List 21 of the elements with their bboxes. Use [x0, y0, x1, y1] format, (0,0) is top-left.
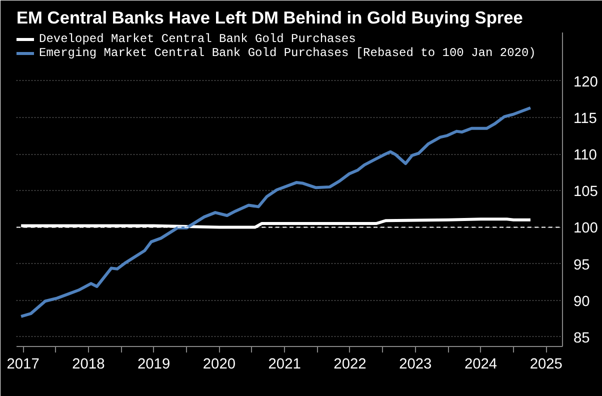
- x-tick-label: 2018: [72, 356, 105, 372]
- x-tick-label: 2025: [530, 356, 562, 372]
- y-tick-label: 95: [574, 257, 590, 274]
- legend-label: Emerging Market Central Bank Gold Purchases [Rebased to 100 Jan 2020): [39, 46, 536, 60]
- y-tick-label: 115: [574, 110, 597, 127]
- x-tick-label: 2024: [464, 356, 498, 372]
- x-tick-label: 2023: [399, 356, 432, 372]
- y-tick-label: 100: [574, 220, 598, 237]
- y-tick-label: 105: [574, 184, 598, 200]
- y-tick-label: 110: [574, 148, 597, 164]
- x-tick-label: 2021: [268, 356, 301, 372]
- legend-label: Developed Market Central Bank Gold Purchases: [39, 32, 356, 46]
- x-tick-label: 2020: [202, 356, 236, 372]
- x-tick-label: 2019: [138, 356, 170, 372]
- y-tick-label: 90: [574, 294, 590, 310]
- line-series: [20, 106, 532, 318]
- chart-title: EM Central Banks Have Left DM Behind in Gold Buying Spree: [16, 8, 524, 28]
- y-tick-label: 85: [574, 330, 590, 346]
- y-tick-label: 120: [574, 74, 598, 90]
- x-tick-label: 2022: [334, 356, 366, 372]
- x-tick-label: 2017: [6, 356, 40, 372]
